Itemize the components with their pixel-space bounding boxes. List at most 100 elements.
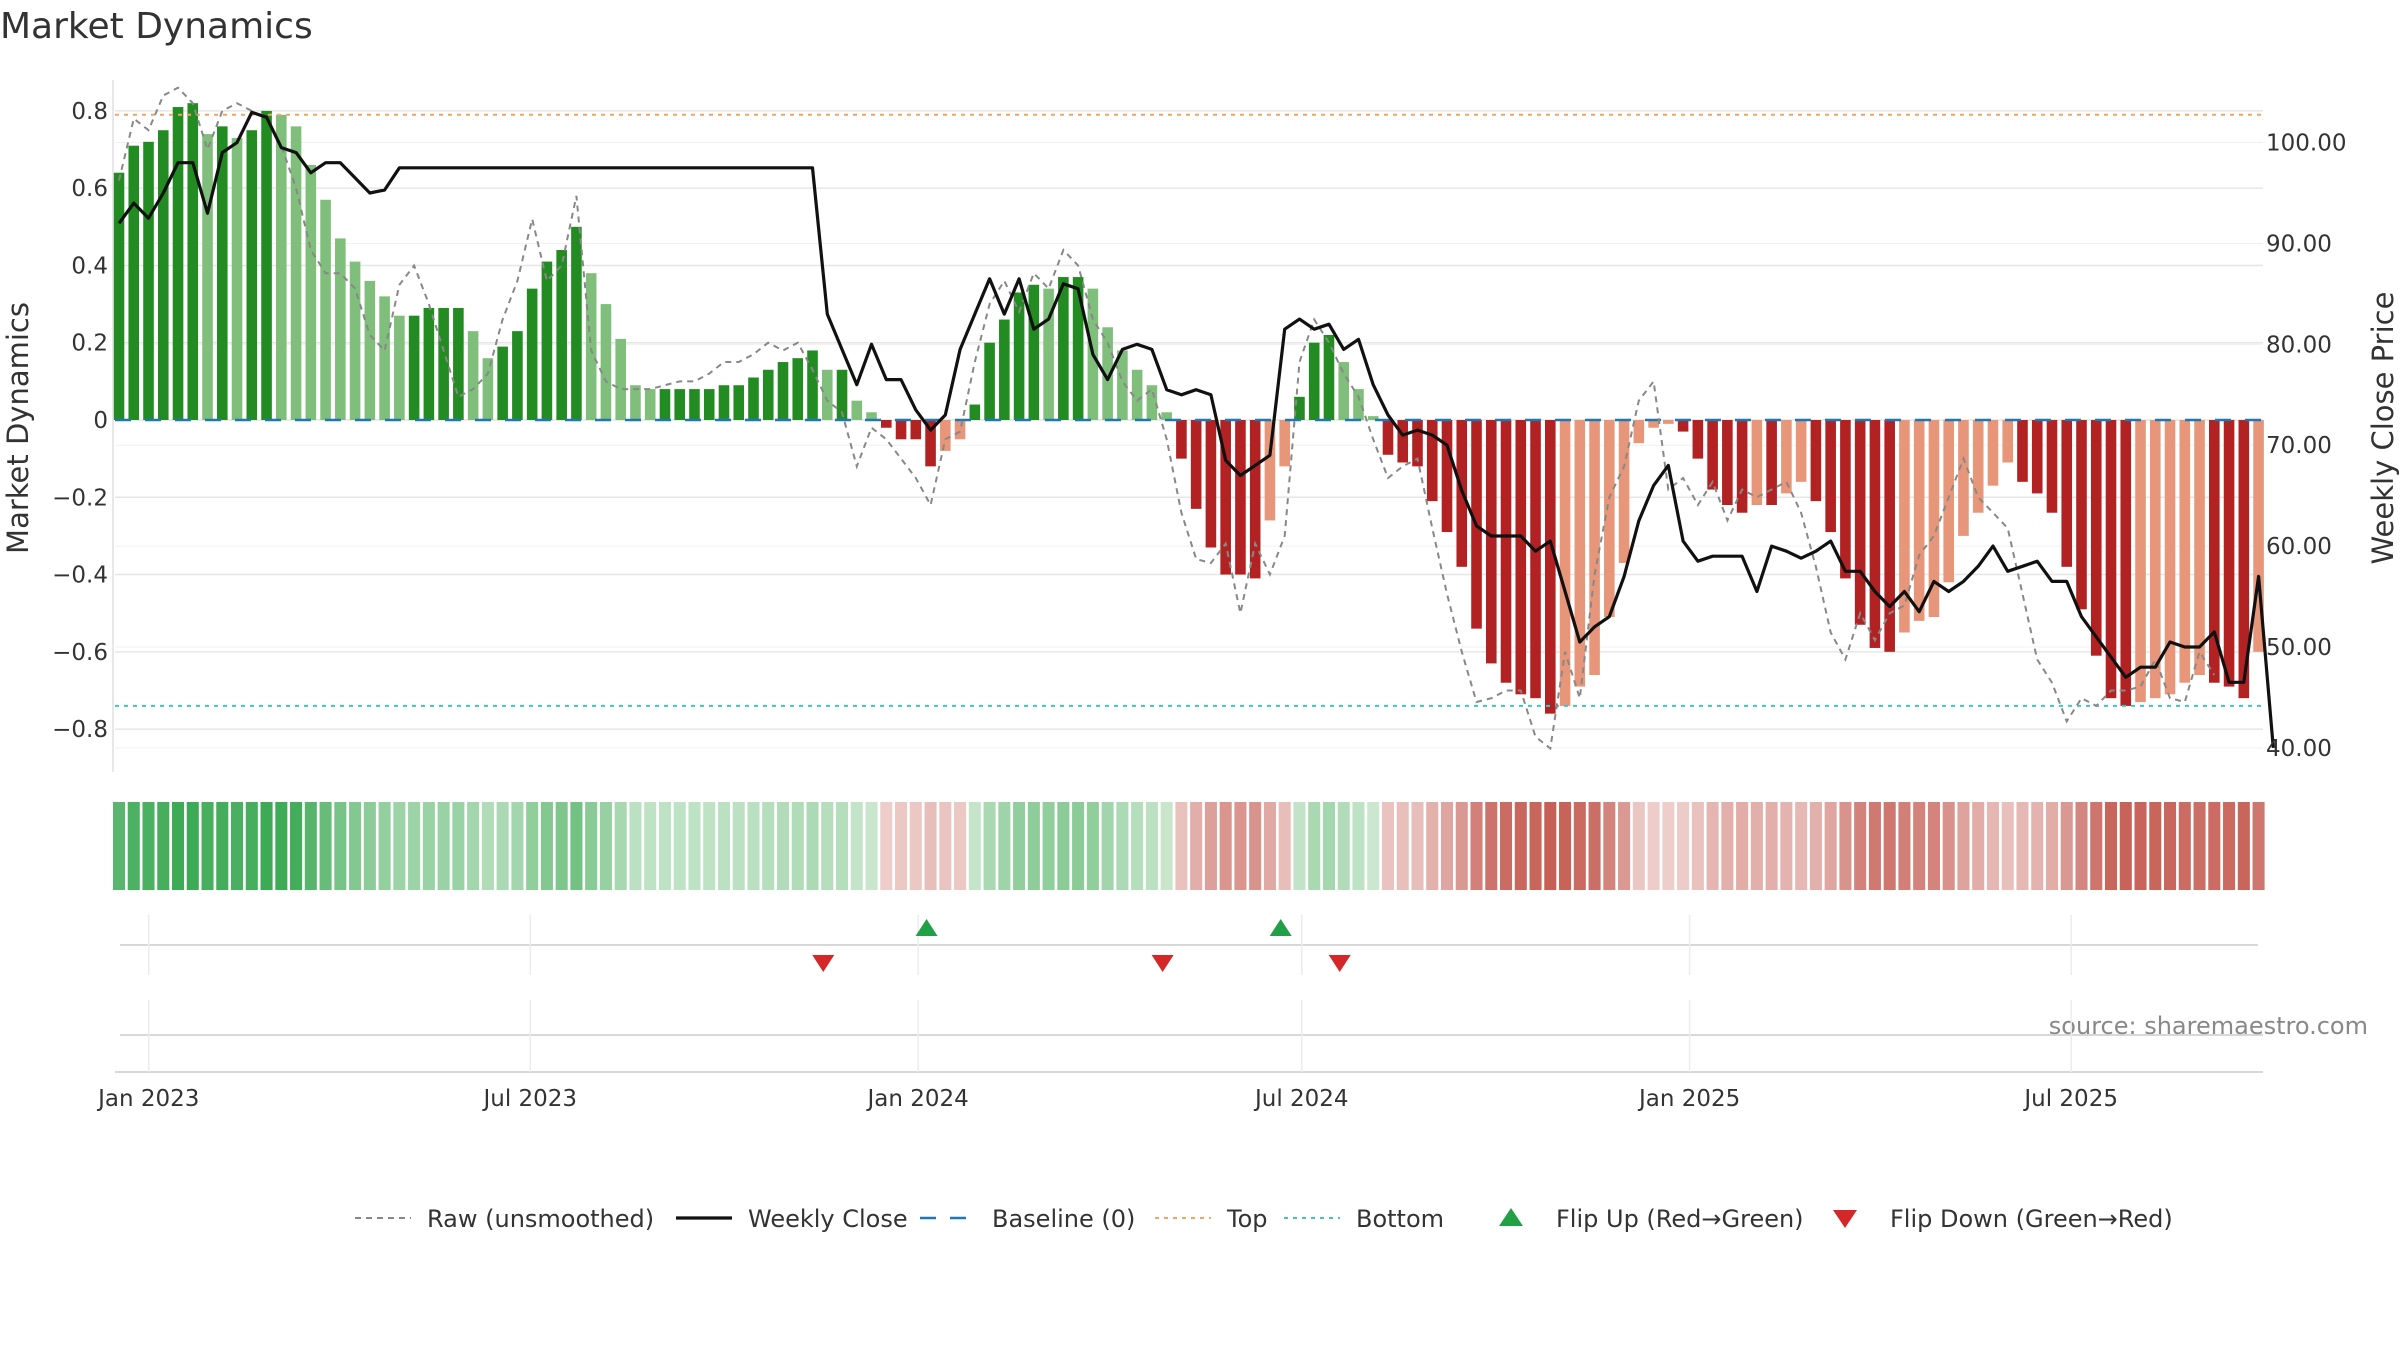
dynamics-bar [2061, 420, 2073, 567]
regime-strip-cell [1957, 802, 1970, 890]
regime-strip-cell [2237, 802, 2250, 890]
regime-strip-cell [1263, 802, 1276, 890]
regime-strip-cell [762, 802, 775, 890]
regime-strip-cell [2178, 802, 2191, 890]
regime-strip-cell [1927, 802, 1940, 890]
grid-lines [115, 110, 2263, 749]
dynamics-bar [1913, 420, 1925, 621]
x-tick-label: Jan 2025 [1637, 1086, 1740, 1112]
dynamics-bar [1648, 420, 1659, 428]
dynamics-bar [777, 362, 789, 420]
regime-strip-cell [231, 802, 244, 890]
regime-strip-cell [939, 802, 952, 890]
dynamics-bar [2076, 420, 2087, 610]
flip-up-marker [1269, 919, 1292, 936]
regime-strip-cell [1677, 802, 1690, 890]
y-left-tick-label: 0.4 [71, 253, 108, 279]
regime-strip-cell [2060, 802, 2073, 890]
dynamics-bar [1072, 277, 1084, 420]
regime-strip-cell [496, 802, 509, 890]
dynamics-bar [1353, 389, 1364, 420]
dynamics-bar [1426, 420, 1438, 502]
regime-strip-cell [1736, 802, 1749, 890]
dynamics-bar [1323, 335, 1335, 420]
regime-strip-cell [895, 802, 908, 890]
legend-label: Flip Down (Green→Red) [1890, 1205, 2173, 1233]
dynamics-bar [600, 304, 612, 420]
series-lines [117, 86, 2275, 751]
regime-strip-cell [821, 802, 834, 890]
regime-strip-cell [127, 802, 140, 890]
dynamics-bar [216, 126, 228, 420]
dynamics-bar [585, 273, 597, 420]
regime-strip-cell [422, 802, 435, 890]
regime-strip-cell [467, 802, 480, 890]
dynamics-bar [2223, 420, 2235, 687]
flip-down-marker [1151, 955, 1174, 972]
regime-strip-cell [1455, 802, 1468, 890]
regime-strip-cell [1027, 802, 1040, 890]
regime-strip-cell [1116, 802, 1129, 890]
legend-item: Bottom [1284, 1205, 1444, 1233]
regime-strip-cell [408, 802, 421, 890]
regime-strip-cell [2075, 802, 2088, 890]
regime-strip-cell [2001, 802, 2014, 890]
regime-strip-cell [1249, 802, 1262, 890]
dynamics-bar [748, 377, 759, 420]
regime-strip-cell [658, 802, 671, 890]
dynamics-bar [1220, 420, 1231, 575]
dynamics-bar [335, 238, 346, 420]
regime-strip-cell [1145, 802, 1158, 890]
regime-strip-cell [334, 802, 347, 890]
regime-strip-cell [1278, 802, 1291, 890]
dynamics-bar [1131, 369, 1143, 420]
dynamics-bar [1294, 396, 1305, 420]
dynamics-bar [2105, 420, 2117, 699]
dynamics-bar [1958, 420, 1969, 536]
reference-lines [115, 113, 2263, 707]
regime-strip-cell [732, 802, 745, 890]
dynamics-bar [113, 172, 125, 420]
regime-strip-cell [171, 802, 185, 890]
dynamics-bar [1117, 350, 1128, 420]
dynamics-bar [1397, 420, 1409, 463]
y-right-tick-label: 40.00 [2266, 736, 2332, 762]
regime-strip-cell [2164, 802, 2177, 890]
regime-strip-cell [1219, 802, 1232, 890]
dynamics-bar [807, 350, 818, 420]
dynamics-bar [2164, 420, 2176, 695]
dynamics-bar [674, 389, 686, 420]
regime-strip-cell [570, 802, 583, 890]
y-left-tick-label: −0.4 [52, 563, 108, 589]
legend-item: Flip Up (Red→Green) [1499, 1205, 1804, 1233]
regime-strip-cell [260, 802, 273, 890]
regime-strip-cell [1293, 802, 1306, 890]
dynamics-bar [261, 110, 272, 420]
regime-strip-cell [880, 802, 893, 890]
regime-strip-cell [1588, 802, 1601, 890]
dynamics-bar [615, 338, 626, 420]
regime-strip-cell [1057, 802, 1070, 890]
dynamics-bar [659, 389, 671, 420]
dynamics-bar [851, 400, 863, 420]
regime-strip-cell [349, 802, 362, 890]
dynamics-bar [1574, 420, 1586, 687]
dynamics-bar [999, 319, 1010, 420]
dynamics-bar [1987, 420, 1999, 486]
dynamics-bar [2135, 420, 2146, 703]
dynamics-bar [305, 165, 317, 420]
dynamics-bar [1751, 420, 1763, 505]
dynamics-bar [1943, 420, 1954, 583]
regime-strip-cell [201, 802, 214, 890]
dynamics-bar [364, 280, 376, 420]
legend-label: Raw (unsmoothed) [427, 1205, 654, 1233]
dynamics-bar [940, 420, 951, 451]
dynamics-bar [1412, 420, 1423, 467]
y-right-tick-label: 50.00 [2266, 635, 2332, 661]
dynamics-bar [1810, 420, 1822, 502]
regime-strip-cell [2223, 802, 2236, 890]
regime-strip-cell [1160, 802, 1173, 890]
y-left-tick-label: 0.8 [71, 99, 108, 125]
dynamics-bar [1589, 420, 1600, 675]
regime-strip-cell [2119, 802, 2132, 890]
